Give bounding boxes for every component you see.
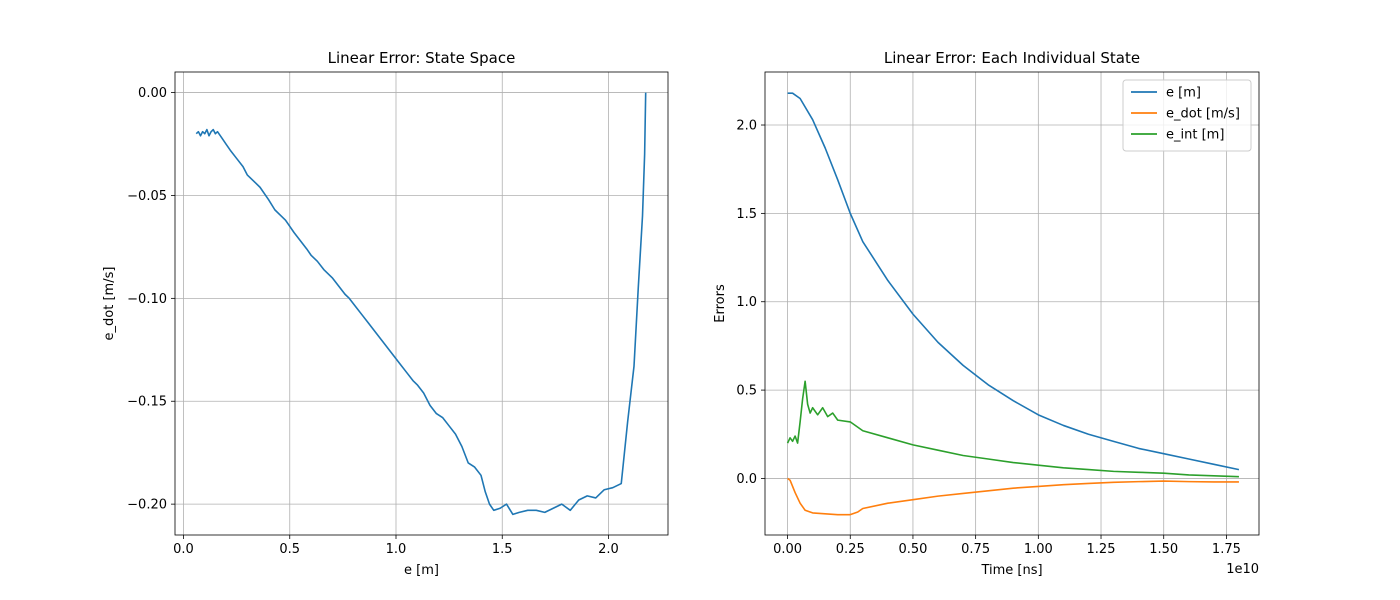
legend-entry: e_dot [m/s]	[1166, 107, 1240, 122]
y-axis-label: e_dot [m/s]	[102, 267, 117, 341]
chart-1: 0.0 0.5 1.0 1.5 2.0 0.00 −0.05 −0.10 −0.15 −0.20 L…	[102, 49, 669, 578]
x-tick-label: 0.0	[173, 542, 194, 557]
y-tick-label: 0.0	[736, 472, 757, 487]
x-offset-text: 1e10	[1226, 562, 1259, 577]
legend: e [m] e_dot [m/s] e_int [m]	[1122, 79, 1252, 152]
x-tick-label: 0.25	[836, 542, 865, 557]
y-tick-label: 1.0	[736, 295, 757, 310]
series-line-e-dot-m-s	[787, 477, 1239, 516]
axes-frame	[174, 71, 669, 536]
x-tick-label: 1.50	[1149, 542, 1178, 557]
x-tick-label: 2.0	[598, 542, 619, 557]
x-tick-label: 0.50	[898, 542, 927, 557]
series-line-e-m	[787, 92, 1240, 471]
x-tick-label: 1.75	[1212, 542, 1241, 557]
chart-title: Linear Error: Each Individual State	[884, 49, 1140, 67]
chart-title: Linear Error: State Space	[328, 49, 516, 67]
x-tick-label: 1.00	[1024, 542, 1053, 557]
y-tick-label: −0.05	[127, 189, 167, 204]
y-tick-label: 0.5	[736, 384, 757, 399]
x-tick-label: 1.25	[1087, 542, 1116, 557]
x-tick-label: 1.5	[492, 542, 513, 557]
y-axis-label: Errors	[713, 284, 728, 323]
chart-2: 0.00 0.25 0.50 0.75 1.00 1.25 1.50 1.75 0.0 0.5 1.…	[713, 49, 1260, 578]
x-tick-label: 1.0	[386, 542, 407, 557]
x-tick-label: 0.5	[279, 542, 300, 557]
y-tick-label: −0.20	[127, 498, 167, 513]
x-axis-label: Time [ns]	[980, 563, 1042, 578]
y-tick-label: 2.0	[736, 119, 757, 134]
x-tick-label: 0.00	[773, 542, 802, 557]
y-tick-label: 0.00	[138, 86, 167, 101]
series-line-e-int-m	[786, 380, 1239, 478]
y-tick-label: −0.10	[127, 292, 167, 307]
axes-frame	[764, 71, 1260, 536]
y-tick-label: −0.15	[127, 395, 167, 410]
x-tick-label: 0.75	[961, 542, 990, 557]
series-line-1	[195, 92, 647, 516]
x-axis-label: e [m]	[404, 563, 439, 578]
legend-entry: e [m]	[1166, 86, 1201, 101]
legend-entry: e_int [m]	[1166, 128, 1224, 143]
y-tick-label: 1.5	[736, 207, 757, 222]
